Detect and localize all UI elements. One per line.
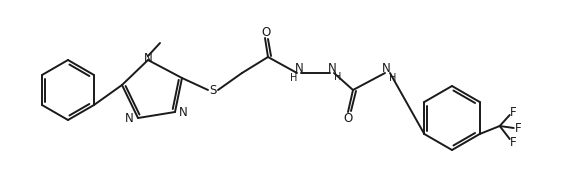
Text: N: N <box>144 52 152 66</box>
Text: F: F <box>514 121 521 135</box>
Text: N: N <box>179 106 188 120</box>
Text: N: N <box>328 61 336 74</box>
Text: F: F <box>510 105 516 119</box>
Text: H: H <box>334 72 341 82</box>
Text: N: N <box>295 61 303 74</box>
Text: N: N <box>125 113 134 126</box>
Text: N: N <box>382 61 390 74</box>
Text: H: H <box>291 73 297 83</box>
Text: O: O <box>343 113 352 126</box>
Text: H: H <box>390 73 397 83</box>
Text: O: O <box>261 27 271 40</box>
Text: F: F <box>510 136 516 149</box>
Text: S: S <box>209 83 217 97</box>
